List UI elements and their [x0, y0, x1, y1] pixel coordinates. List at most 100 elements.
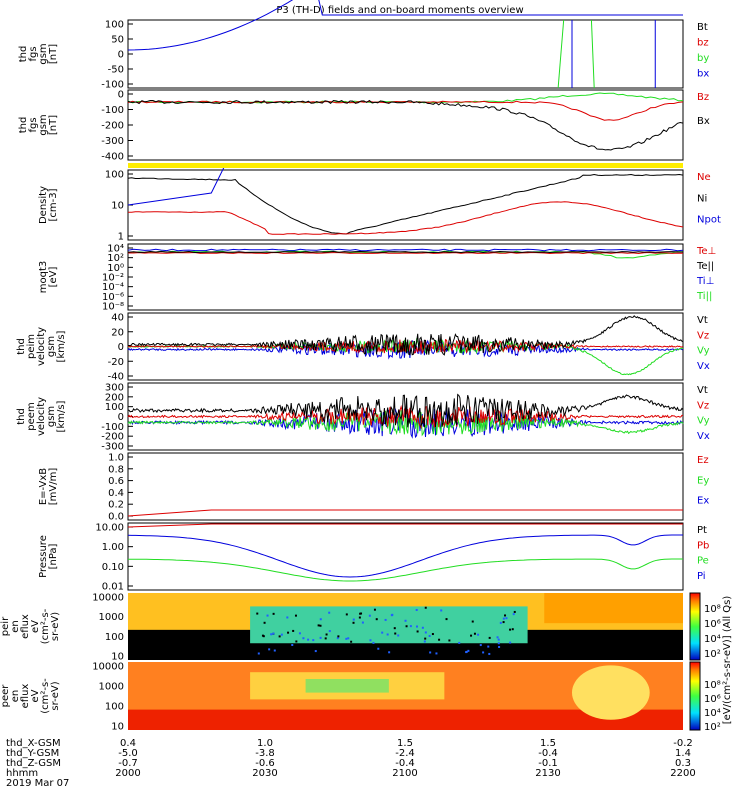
legend-bx: bx — [697, 69, 709, 80]
spectrogram-dot — [292, 629, 295, 632]
spectrogram-dot — [415, 625, 418, 628]
spectrogram-dot — [509, 628, 512, 631]
panel-2-tick: -400 — [101, 152, 124, 163]
spectrogram-dot — [496, 636, 499, 639]
spectrogram-dot — [278, 635, 281, 638]
legend-ne: Ne — [697, 172, 711, 183]
xaxis-z-value: -0.4 — [395, 758, 415, 769]
colorbar-tick: 10⁸ — [704, 604, 721, 615]
series-Pb — [127, 523, 683, 528]
spectrogram-dot — [470, 634, 473, 637]
series-Te-perp — [128, 251, 684, 255]
xaxis-row-label: thd_Z-GSM — [6, 758, 61, 769]
panel-1-ylabel: thd — [18, 46, 29, 63]
spectrogram-dot — [361, 621, 364, 624]
panel-1-tick: 0 — [118, 50, 124, 61]
colorbar-tick: 10⁶ — [704, 619, 721, 630]
spectrogram-dot — [386, 649, 389, 652]
spectrogram-dot — [498, 645, 501, 648]
panel-9-ylabel: peir — [0, 616, 11, 636]
panel-7-tick: 0.4 — [108, 488, 124, 499]
spectrogram-dot — [351, 652, 354, 655]
spectrogram-dot — [325, 633, 328, 636]
panel-1-tick: -100 — [101, 80, 124, 91]
series-Ne — [127, 201, 684, 235]
spectrogram-dot — [479, 644, 482, 647]
spectrogram-dot — [397, 634, 400, 637]
panel-7-ylabel: E=-VxB — [38, 468, 49, 505]
spectrogram-dot — [352, 618, 355, 621]
spectrogram-dot — [369, 639, 372, 642]
spectrogram-dot — [368, 614, 371, 617]
panel-9-ylabel: eflux — [20, 614, 31, 639]
panel-6-tick: 0 — [118, 412, 124, 423]
spectrogram-dot — [467, 649, 470, 652]
panel-6-tick: 100 — [105, 402, 124, 413]
xaxis-y-value: -3.8 — [255, 748, 275, 759]
panel-10-ylabel: sr-eV) — [50, 681, 61, 710]
spectrogram-dot — [388, 651, 391, 654]
spectrogram-dot — [319, 624, 322, 627]
series-Vt — [128, 315, 684, 356]
spectrogram-dot — [479, 651, 482, 654]
panel-4-ylabel: [eV] — [48, 267, 59, 288]
colorbar-tick: 10² — [704, 722, 721, 733]
panel-6-tick: 200 — [105, 392, 124, 403]
panel-4-ylabel: moqt3 — [38, 261, 49, 294]
spectrogram-dot — [381, 631, 384, 634]
spectrogram-dot — [287, 631, 290, 634]
series-Pe — [128, 558, 683, 582]
spectrogram-dot — [375, 618, 378, 621]
colorbar-tick: 10² — [704, 649, 721, 660]
spectrogram-dot — [404, 619, 407, 622]
xaxis-y-value: -2.4 — [395, 748, 415, 759]
panel-3-frame — [127, 169, 684, 241]
spectrogram-dot — [350, 640, 353, 643]
series-Te-par — [127, 250, 684, 254]
panel-5-ylabel: thd — [16, 338, 27, 355]
panel-5-ylabel: [km/s] — [56, 330, 67, 362]
spectrogram-dot — [328, 611, 331, 614]
spectrogram-band — [250, 606, 528, 644]
panel-4-frame — [127, 243, 684, 311]
legend-vz: Vz — [697, 400, 709, 411]
panel-10-tick: 1000 — [99, 682, 124, 693]
spectrogram-dot — [345, 637, 348, 640]
xaxis-row-label: 2019 Mar 07 — [6, 778, 69, 789]
panel-6-tick: 300 — [105, 383, 124, 394]
panel-5-tick: -40 — [108, 372, 124, 383]
legend-ez: Ez — [697, 455, 709, 466]
xaxis-t-value: 2100 — [392, 768, 417, 779]
colorbar: 10⁸ 10⁶ 10⁴ 10² 10⁸ 10⁶ 10⁴ 10²[eV/(cm²-s-sr-eV… — [689, 592, 733, 733]
legend-te||: Te|| — [696, 261, 714, 272]
spectrogram-dot — [319, 636, 322, 639]
spectrogram-dot — [373, 608, 376, 611]
xaxis-x-value: 1.5 — [540, 738, 556, 749]
legend-pi: Pi — [697, 571, 706, 582]
spectrogram-dot — [405, 625, 408, 628]
spectrogram-dot — [403, 645, 406, 648]
legend-bt: Bt — [697, 22, 708, 33]
spectrogram-dot — [502, 617, 505, 620]
spectrogram-dot — [306, 651, 309, 654]
series-bx — [127, 0, 683, 51]
panel-9-tick: 100 — [105, 632, 124, 643]
panel-9-ylabel: (cm²-s- — [40, 608, 51, 644]
spectrogram-dot — [391, 613, 394, 616]
panel-9-ylabel: en — [10, 620, 21, 633]
spectrogram-dot — [324, 637, 327, 640]
spectrogram-dot — [487, 645, 490, 648]
spectrogram-dot — [314, 650, 317, 653]
spectrogram-dot — [440, 609, 443, 612]
spectrogram-dot — [448, 639, 451, 642]
colorbar-upper — [689, 592, 701, 661]
legend-pb: Pb — [697, 540, 709, 551]
panel-2-ylabel: fgs — [28, 117, 39, 132]
spectrogram-dot — [511, 628, 514, 631]
panel-4-tick: 10⁰ — [107, 263, 124, 274]
spectrogram-dot — [473, 632, 476, 635]
panel-2-ylabel: thd — [18, 117, 29, 134]
panel-6-ylabel: thd — [16, 408, 27, 425]
panel-1-ylabel: [nT] — [48, 44, 59, 64]
spectrogram-dot — [429, 651, 432, 654]
